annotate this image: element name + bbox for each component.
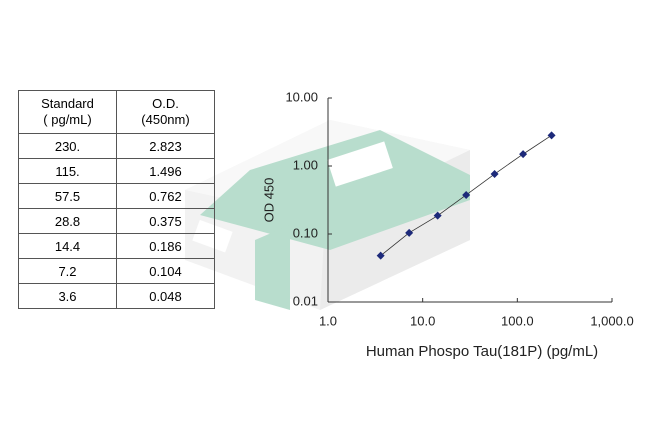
table-cell: 7.2 [18,258,117,284]
y-tick-label: 10.00 [285,89,318,104]
point [376,251,385,260]
header-text: O.D. [152,96,179,111]
x-tick-label: 1,000.0 [590,313,633,328]
table-cell: 14.4 [18,233,117,259]
table-cell: 0.375 [116,208,215,234]
point [462,190,471,199]
table-cell: 0.048 [116,283,215,309]
table-cell: 2.823 [116,133,215,159]
table-row: 14.4 0.186 [18,233,215,259]
point [519,150,528,159]
table-cell: 57.5 [18,183,117,209]
header-cell: O.D. (450nm) [116,90,215,134]
y-tick-label: 1.00 [293,157,318,172]
x-tick-label: 100.0 [501,313,534,328]
table-cell: 230. [18,133,117,159]
table-row: 28.8 0.375 [18,208,215,234]
y-axis-label: OD 450 [261,178,276,223]
table-row: 57.5 0.762 [18,183,215,209]
x-axis-label: Human Phospo Tau(181P) (pg/mL) [366,343,598,360]
table-row: 115. 1.496 [18,158,215,184]
point [405,228,414,237]
header-text: Standard [41,96,94,111]
table-cell: 0.186 [116,233,215,259]
point [433,211,442,220]
table-cell: 115. [18,158,117,184]
header-cell: Standard( pg/mL) [18,90,117,134]
y-tick-label: 0.10 [293,225,318,240]
point [547,131,556,140]
y-tick-label: 0.01 [293,293,318,308]
table-cell: 1.496 [116,158,215,184]
x-tick-label: 1.0 [319,313,337,328]
x-tick-label: 10.0 [410,313,435,328]
header-text: ( pg/mL) [43,112,92,127]
table-row: 3.6 0.048 [18,283,215,309]
standards-table: Standard( pg/mL) O.D. (450nm) 230. 2.823 115… [18,90,215,309]
table-cell: 3.6 [18,283,117,309]
table-cell: 0.104 [116,258,215,284]
kit-box-background [185,120,470,310]
table-cell: 28.8 [18,208,117,234]
table-row: 7.2 0.104 [18,258,215,284]
table-row: 230. 2.823 [18,133,215,159]
point [490,170,499,179]
header-text: (450nm) [141,112,190,127]
table-cell: 0.762 [116,183,215,209]
